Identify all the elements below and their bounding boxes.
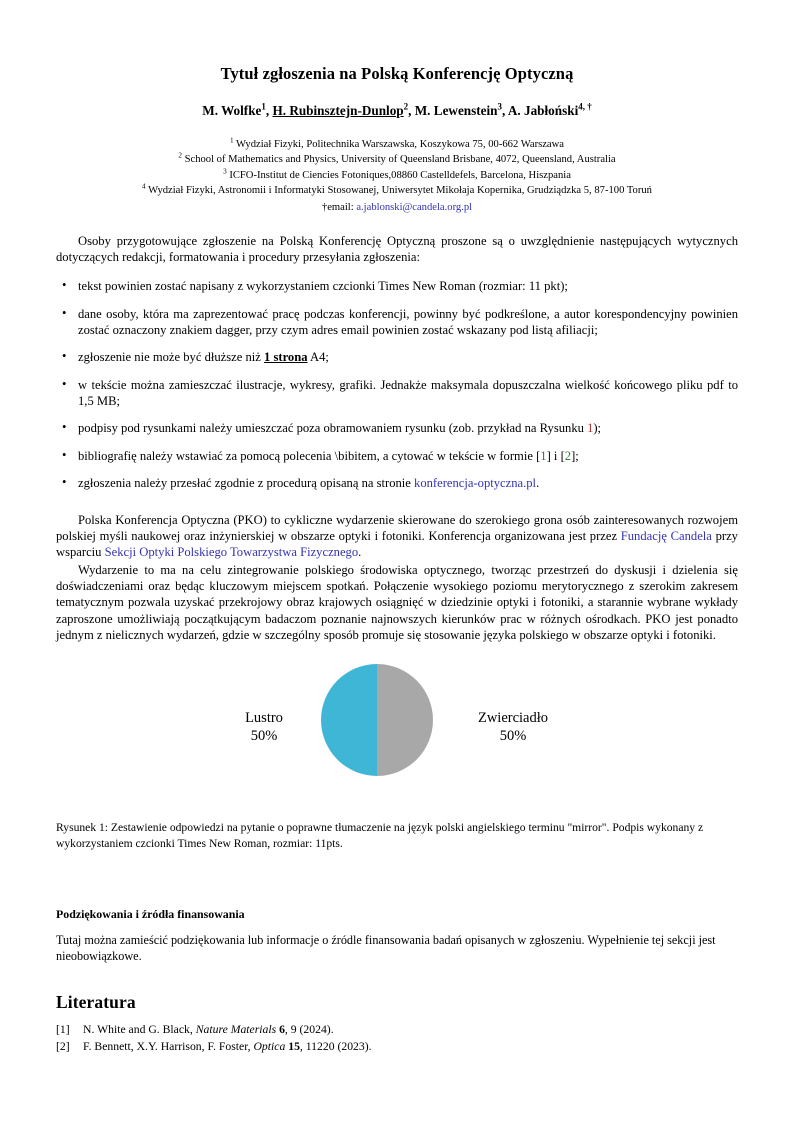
citation-link-1[interactable]: 1 [540,448,547,463]
affiliation-4: 4 Wydział Fizyki, Astronomii i Informaty… [56,183,738,198]
pie-slice-value-right: 50% [499,728,527,745]
email-link[interactable]: a.jablonski@candela.org.pl [356,201,473,213]
page-title: Tytuł zgłoszenia na Polską Konferencję O… [220,64,574,83]
intro-paragraph: Osoby przygotowujące zgłoszenie na Polsk… [56,233,738,264]
pie-slice-name-right: Zwierciadło [477,710,549,727]
affiliation-2-marker: 2 [178,151,182,160]
author-2-presenting: H. Rubinsztejn-Dunlop [272,102,404,118]
rule-text-6-post: ]; [571,448,579,463]
conference-website-link[interactable]: konferencja-optyczna.pl [414,476,537,491]
acknowledgements-heading: Podziękowania i źródła finansowania [56,907,245,922]
author-separator-3: , [502,102,508,118]
author-1: M. Wolfke [202,102,262,118]
affiliation-3: 3 ICFO-Institut de Ciencies Fotoniques,0… [56,168,738,183]
about-conference-paragraph: Polska Konferencja Optyczna (PKO) to cyk… [56,492,738,561]
figure-1: Lustro 50% Zwierciadło 50% Rysunek 1: Ze… [56,643,738,851]
author-3: M. Lewenstein [414,102,498,118]
bib-number-2: [2] [56,1039,70,1053]
bib-rest-2: , 11220 (2023). [299,1039,372,1053]
bib-volume-2: 15 [285,1039,300,1053]
foundation-link[interactable]: Fundację Candela [620,528,712,543]
list-item: [1] N. White and G. Black, Nature Materia… [56,1022,738,1039]
rule-text-5-pre: podpisy pod rysunkami należy umieszczać … [78,421,588,436]
rule-text-7-pre: zgłoszenia należy przesłać zgodnie z pro… [78,476,415,491]
about-text-mid: przy wsparciu [56,528,738,560]
bib-rest-1: , 9 (2024). [284,1022,334,1036]
affiliation-2: 2 School of Mathematics and Physics, Uni… [56,152,738,167]
acknowledgements-body: Tutaj można zamieścić podziękowania lub … [56,933,716,964]
email-prefix: †email: [321,201,357,213]
about-text-post: . [358,545,362,560]
list-item: zgłoszenie nie może być dłuższe niż 1 st… [56,348,738,365]
affiliation-3-text: ICFO-Institut de Ciencies Fotoniques,088… [226,169,571,181]
affiliation-1: 1 Wydział Fizyki, Politechnika Warszawsk… [56,137,738,152]
rule-text-6-pre: bibliografię należy wstawiać za pomocą p… [78,448,541,463]
rule-text-5-post: ); [593,421,602,436]
bib-authors-1: N. White and G. Black, [83,1022,196,1036]
bib-number-1: [1] [56,1022,70,1036]
bib-volume-1: 6 [276,1022,285,1036]
author-3-affiliation-marker: 3 [497,101,502,112]
figure-reference-link[interactable]: 1 [587,421,594,436]
corresponding-email-line: †email: a.jablonski@candela.org.pl [56,199,738,213]
affiliation-4-text: Wydział Fizyki, Astronomii i Informatyki… [145,185,652,197]
page-limit-emphasis: 1 strona [264,350,308,365]
rule-text-3-pre: zgłoszenie nie może być dłuższe niż [78,350,265,365]
list-item: zgłoszenia należy przesłać zgodnie z pro… [56,474,738,491]
rule-text-2: dane osoby, która ma zaprezentować pracę… [78,306,738,338]
pie-slice-name-left: Lustro [245,710,283,727]
affiliation-4-marker: 4 [142,182,146,191]
bib-journal-1: Nature Materials [195,1022,277,1036]
about-text-pre: Polska Konferencja Optyczna (PKO) to cyk… [56,512,738,543]
list-item: bibliografię należy wstawiać za pomocą p… [56,447,738,464]
pie-slice-value-left: 50% [250,728,278,745]
citation-link-2[interactable]: 2 [564,448,572,463]
guidelines-list: tekst powinien zostać napisany z wykorzy… [56,277,738,491]
author-separator-1: , [265,102,273,118]
rule-text-6-mid: ] i [ [546,448,565,463]
affiliation-1-marker: 1 [230,136,234,145]
author-4: A. Jabłoński [507,102,579,118]
author-4-affiliation-marker: 4, † [578,101,592,112]
author-list: M. Wolfke1, H. Rubinsztejn-Dunlop2, M. L… [56,85,738,119]
affiliation-2-text: School of Mathematics and Physics, Unive… [181,154,616,166]
pie-slice-label-right: Zwierciadło 50% [448,710,578,745]
bib-authors-2: F. Bennett, X.Y. Harrison, F. Foster, [83,1039,254,1053]
pie-chart-disc [321,664,433,777]
figure-caption: Rysunek 1: Zestawienie odpowiedzi na pyt… [56,821,704,850]
list-item: tekst powinien zostać napisany z wykorzy… [56,277,738,294]
list-item: w tekście można zamieszczać ilustracje, … [56,376,738,410]
bibliography-list: [1] N. White and G. Black, Nature Materia… [56,1013,738,1055]
rule-text-4: w tekście można zamieszczać ilustracje, … [78,377,738,409]
society-section-link[interactable]: Sekcji Optyki Polskiego Towarzystwa Fizy… [104,545,359,560]
rule-text-3-post: A4; [307,350,329,365]
list-item: podpisy pod rysunkami należy umieszczać … [56,419,738,436]
page-content: Tytuł zgłoszenia na Polską Konferencję O… [56,0,738,1055]
affiliation-1-text: Wydział Fizyki, Politechnika Warszawska,… [233,138,564,150]
author-separator-2: , [408,102,415,118]
list-item: [2] F. Bennett, X.Y. Harrison, F. Foster,… [56,1039,738,1056]
event-goals-paragraph: Wydarzenie to ma na celu zintegrowanie p… [56,562,738,643]
rule-text-1: tekst powinien zostać napisany z wykorzy… [78,279,568,294]
list-item: dane osoby, która ma zaprezentować pracę… [56,305,738,339]
affiliation-3-marker: 3 [223,167,227,176]
literature-heading: Literatura [56,991,136,1012]
affiliation-list: 1 Wydział Fizyki, Politechnika Warszawsk… [56,119,738,199]
bib-journal-2: Optica [253,1039,286,1053]
pie-slice-label-left: Lustro 50% [216,710,312,745]
author-1-affiliation-marker: 1 [261,101,266,112]
author-2-affiliation-marker: 2 [403,101,409,112]
pie-chart: Lustro 50% Zwierciadło 50% [56,664,738,790]
rule-text-7-post: . [536,476,540,491]
